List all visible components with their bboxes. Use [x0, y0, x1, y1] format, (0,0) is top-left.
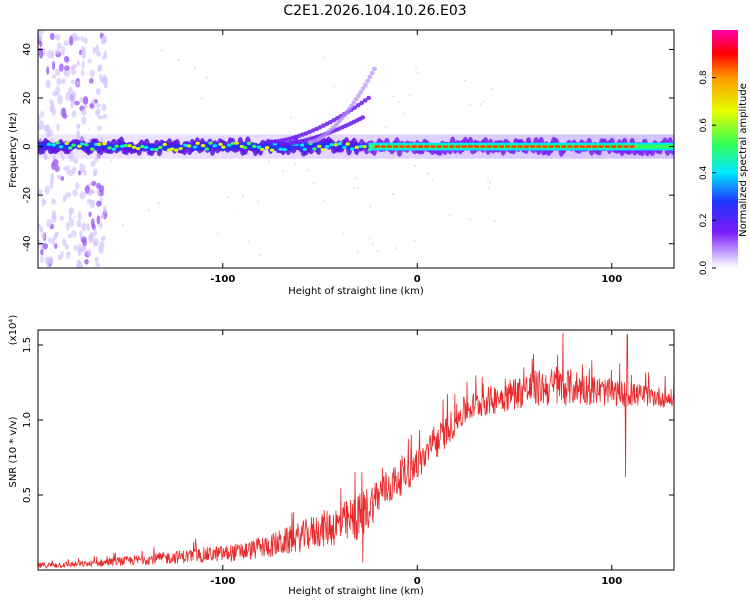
spectrogram-content	[38, 30, 674, 268]
colorbar-ticks: 0.0 0.2 0.4 0.6 0.8	[699, 70, 716, 275]
colorbar-tick-label: 0.8	[699, 70, 709, 85]
snr-y-tick-label: 0.5	[22, 487, 33, 503]
colorbar-tick-label: 0.2	[699, 213, 709, 227]
spectrogram-x-tick-label: 0	[414, 274, 421, 285]
spectrogram-y-tick-label: 20	[22, 92, 33, 105]
spectrogram-noise-column	[38, 30, 496, 268]
snr-y-ticks: 0.5 1.0 1.5	[22, 337, 674, 503]
spectrogram-y-ticks: -40 -20 0 20 40	[22, 43, 674, 252]
spectrogram-y-tick-label: 40	[22, 43, 33, 56]
spectrogram-x-ticks: -100 0 100	[210, 30, 622, 285]
spectrogram-upper-branch-3	[307, 66, 377, 144]
spectrogram-x-label: Height of straight line (km)	[288, 286, 424, 297]
snr-y-tick-label: 1.0	[22, 412, 33, 428]
spectrogram-y-tick-label: -20	[22, 187, 33, 203]
colorbar-label: Normalized spectral amplitude	[738, 83, 749, 237]
spectrogram-y-tick-label: 0	[22, 143, 33, 149]
spectrogram-x-tick-label: 100	[601, 274, 622, 285]
snr-plot-area	[38, 332, 674, 569]
snr-x-tick-label: -100	[210, 576, 235, 587]
snr-y-scale-label: (x10⁴)	[8, 315, 19, 346]
snr-y-label: SNR (10 * v/v)	[8, 416, 19, 487]
spectrogram-x-tick-label: -100	[210, 274, 235, 285]
spectrogram-y-label: Frequency (Hz)	[8, 112, 19, 188]
colorbar-tick-label: 0.0	[699, 261, 709, 276]
colorbar-gradient	[712, 30, 738, 268]
snr-panel: -100 0 100 0.5 1.0 1.5 (x10⁴) Height of stra…	[8, 315, 675, 597]
colorbar: 0.0 0.2 0.4 0.6 0.8 Normalized spectral ampl…	[699, 30, 749, 275]
snr-x-ticks: -100 0 100	[210, 330, 622, 587]
spectrogram-main-band	[38, 134, 674, 159]
chart-title: C2E1.2026.104.10.26.E03	[283, 3, 466, 19]
colorbar-tick-label: 0.4	[699, 165, 709, 180]
spectrogram-frame	[37, 29, 675, 269]
snr-frame	[37, 329, 675, 571]
colorbar-tick-label: 0.6	[699, 118, 709, 133]
snr-y-tick-label: 1.5	[22, 337, 33, 353]
snr-x-label: Height of straight line (km)	[288, 586, 424, 597]
snr-x-tick-label: 100	[601, 576, 622, 587]
spectrogram-y-tick-label: -40	[22, 236, 33, 252]
spectrogram-panel: -100 0 100 -40 -20 0 20 40 Height of straight …	[8, 29, 675, 297]
snr-x-tick-label: 0	[414, 576, 421, 587]
snr-series-line	[38, 332, 674, 569]
